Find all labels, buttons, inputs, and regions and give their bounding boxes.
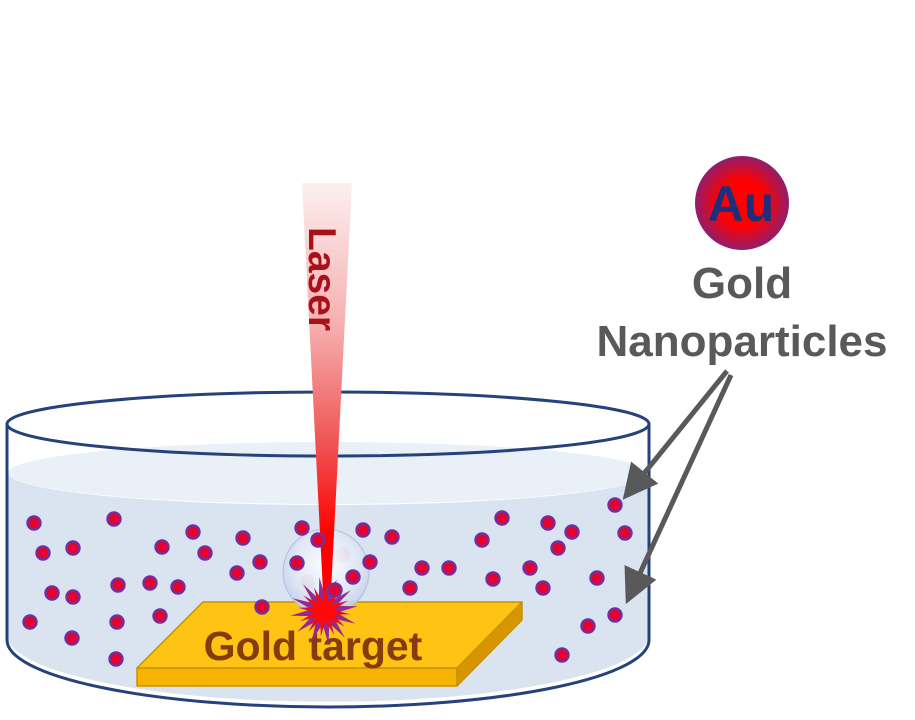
nanoparticle-dot bbox=[64, 630, 80, 646]
nanoparticle-dot bbox=[402, 580, 418, 596]
nanoparticle-dot bbox=[540, 515, 556, 531]
nanoparticle-dot bbox=[185, 524, 201, 540]
nanoparticle-dot bbox=[154, 539, 170, 555]
nanoparticle-dot bbox=[355, 522, 371, 538]
nanoparticle-dot bbox=[44, 585, 60, 601]
nanoparticle-dot bbox=[345, 569, 361, 585]
nanoparticle-dot bbox=[535, 580, 551, 596]
nanoparticle-dot bbox=[35, 545, 51, 561]
nanoparticle-dot bbox=[485, 571, 501, 587]
nanoparticle-dot bbox=[254, 599, 270, 615]
nanoparticle-dot bbox=[607, 497, 623, 513]
nanoparticle-dot bbox=[229, 565, 245, 581]
au-symbol: Au bbox=[708, 176, 775, 232]
nanoparticle-dot bbox=[384, 529, 400, 545]
gold-target-label: Gold target bbox=[204, 623, 423, 669]
nanoparticle-dot bbox=[142, 575, 158, 591]
nanoparticle-dot bbox=[252, 554, 268, 570]
gold-target-front-face bbox=[136, 667, 458, 687]
legend-arrow-lower bbox=[624, 373, 734, 605]
nanoparticle-dot bbox=[589, 570, 605, 586]
nanoparticle-dot bbox=[22, 614, 38, 630]
nanoparticle-dot bbox=[106, 511, 122, 527]
au-legend: Au Gold Nanoparticles bbox=[597, 156, 888, 605]
nanoparticle-dot bbox=[474, 532, 490, 548]
nanoparticle-dot bbox=[65, 540, 81, 556]
laser-beam-cone bbox=[302, 183, 352, 611]
nanoparticle-dot bbox=[310, 532, 326, 548]
nanoparticle-dot bbox=[294, 520, 310, 536]
nanoparticles bbox=[22, 497, 633, 667]
legend-label-gold: Gold bbox=[692, 259, 792, 308]
legend-arrow-upper bbox=[622, 369, 729, 500]
nanoparticle-dot bbox=[494, 510, 510, 526]
nanoparticle-dot bbox=[550, 540, 566, 556]
ablation-star bbox=[290, 577, 358, 645]
nanoparticle-dot bbox=[65, 589, 81, 605]
legend-label-nanoparticles: Nanoparticles bbox=[597, 317, 888, 366]
nanoparticle-dot bbox=[564, 524, 580, 540]
nanoparticle-dot bbox=[110, 577, 126, 593]
nanoparticle-dot bbox=[235, 530, 251, 546]
nanoparticle-dot bbox=[109, 614, 125, 630]
nanoparticle-dot bbox=[197, 545, 213, 561]
nanoparticle-dot bbox=[522, 560, 538, 576]
nanoparticle-dot bbox=[108, 651, 124, 667]
nanoparticle-dot bbox=[327, 582, 343, 598]
nanoparticle-dot bbox=[170, 579, 186, 595]
nanoparticle-dot bbox=[414, 560, 430, 576]
nanoparticle-dot bbox=[617, 525, 633, 541]
nanoparticle-dot bbox=[362, 554, 378, 570]
dish-walls bbox=[5, 422, 651, 709]
star-inner bbox=[298, 585, 350, 637]
gold-target-top-face bbox=[136, 601, 523, 669]
nanoparticle-dot bbox=[607, 607, 623, 623]
laser-label: Laser bbox=[300, 227, 343, 331]
nanoparticle-dot bbox=[26, 515, 42, 531]
laser-beam: Laser bbox=[300, 183, 352, 611]
au-legend-circle bbox=[695, 156, 789, 250]
nanoparticle-dot bbox=[441, 560, 457, 576]
nanoparticle-dot bbox=[554, 647, 570, 663]
nanoparticle-dot bbox=[152, 608, 168, 624]
nanoparticle-dot bbox=[580, 618, 596, 634]
gold-target: Gold target bbox=[136, 601, 523, 687]
nanoparticle-dot bbox=[289, 555, 305, 571]
